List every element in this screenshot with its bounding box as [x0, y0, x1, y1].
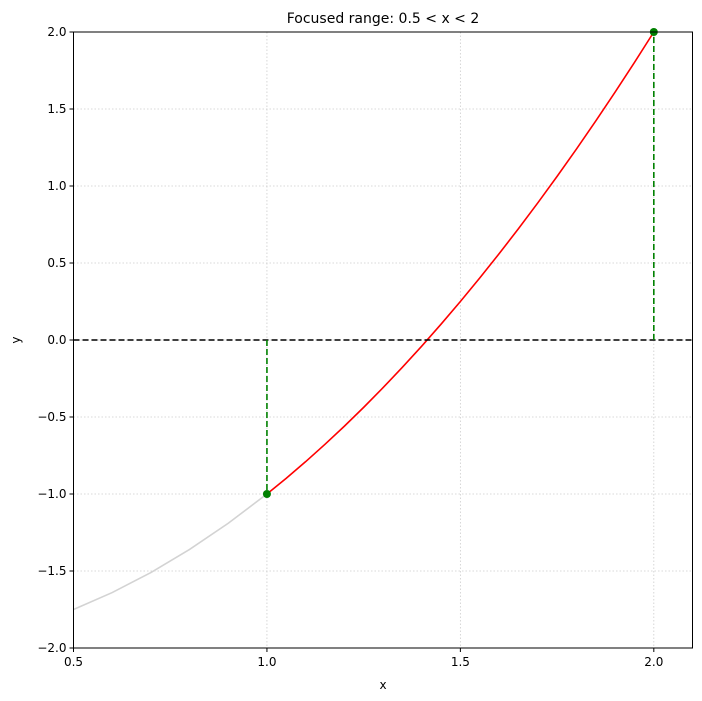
y-tick-label: −0.5 [37, 410, 66, 424]
x-axis-label: x [379, 678, 386, 692]
line [73, 493, 268, 611]
line [266, 31, 655, 495]
y-tick-label: 1.0 [47, 179, 66, 193]
y-tick-label: −1.0 [37, 487, 66, 501]
x-tick-label: 1.5 [451, 655, 470, 669]
point [262, 490, 271, 498]
x-tick-label: 1.0 [257, 655, 276, 669]
y-tick-label: 0.0 [47, 333, 66, 347]
y-tick-label: −2.0 [37, 641, 66, 655]
y-tick-label: 2.0 [47, 25, 66, 39]
y-tick-label: 1.5 [47, 102, 66, 116]
y-tick-label: −1.5 [37, 564, 66, 578]
x-tick-label: 2.0 [644, 655, 663, 669]
x-tick-label: 0.5 [64, 655, 83, 669]
y-axis-label: y [9, 336, 23, 343]
plot-frame [73, 31, 693, 649]
chart-title: Focused range: 0.5 < x < 2 [287, 11, 480, 27]
y-tick-label: 0.5 [47, 256, 66, 270]
